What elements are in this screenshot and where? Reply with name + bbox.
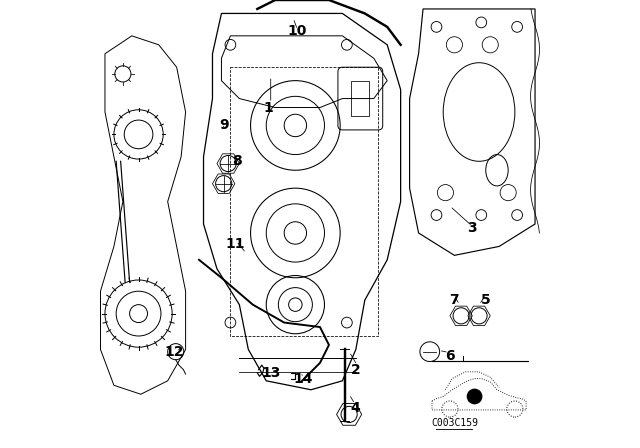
Text: 12: 12	[164, 345, 184, 359]
Text: 1: 1	[264, 100, 273, 115]
Text: C003C159: C003C159	[431, 418, 478, 428]
Text: 6: 6	[445, 349, 455, 363]
Text: 11: 11	[225, 237, 244, 251]
Bar	[351, 81, 369, 116]
Text: 4: 4	[350, 401, 360, 415]
Text: 7: 7	[449, 293, 460, 307]
Text: 9: 9	[219, 118, 228, 133]
Text: 10: 10	[287, 24, 307, 39]
Text: 14: 14	[293, 371, 313, 386]
Text: 5: 5	[481, 293, 491, 307]
Text: 3: 3	[467, 221, 477, 236]
Text: 13: 13	[261, 366, 280, 380]
Circle shape	[467, 389, 482, 404]
Text: 8: 8	[232, 154, 242, 168]
Text: 2: 2	[351, 362, 361, 377]
